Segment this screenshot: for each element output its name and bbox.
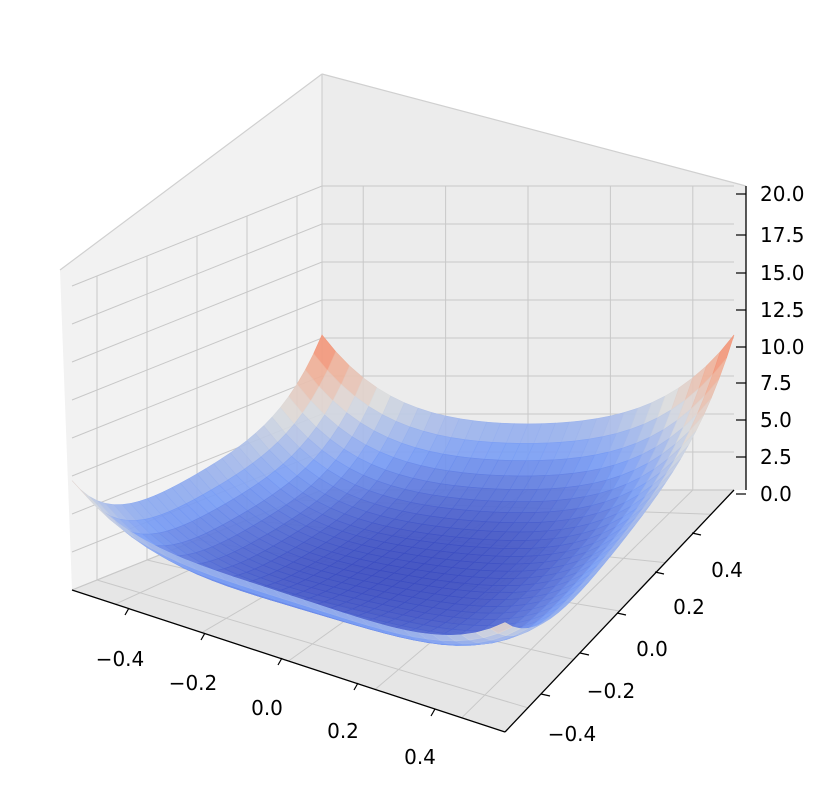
y-tick-mark — [616, 612, 627, 616]
surface — [71, 334, 735, 646]
x-tick-mark — [353, 682, 359, 691]
z-tick-label: 5.0 — [760, 408, 792, 432]
x-tick-label: −0.4 — [96, 647, 145, 671]
z-grid-line — [71, 299, 734, 401]
z-tick-label: 2.5 — [760, 445, 792, 469]
surface-patch — [489, 622, 514, 634]
z-grid-line — [71, 223, 734, 325]
x-tick-label: −0.2 — [169, 671, 218, 695]
z-tick-label: 15.0 — [760, 261, 805, 285]
z-tick-label: 10.0 — [760, 335, 805, 359]
z-grid-line — [71, 185, 734, 287]
x-tick-mark — [277, 657, 283, 666]
y-tick-label: 0.0 — [636, 637, 668, 661]
tick-labels: −0.4−0.20.00.20.4−0.4−0.20.00.20.40.02.5… — [96, 182, 805, 769]
y-tick-label: 0.4 — [711, 558, 743, 582]
z-tick-label: 17.5 — [760, 223, 805, 247]
top-edge-right — [321, 73, 747, 187]
y-tick-mark — [691, 532, 702, 536]
ticks — [124, 193, 746, 717]
x-tick-label: 0.4 — [404, 745, 436, 769]
y-tick-mark — [540, 693, 551, 697]
z-tick-label: 7.5 — [760, 371, 792, 395]
x-tick-mark — [430, 708, 436, 717]
y-axis-line — [504, 489, 735, 733]
x-tick-label: 0.0 — [251, 696, 283, 720]
y-tick-mark — [579, 652, 590, 656]
z-tick-label: 0.0 — [760, 482, 792, 506]
y-tick-label: −0.2 — [587, 679, 636, 703]
y-tick-mark — [654, 571, 665, 575]
x-axis-line — [71, 589, 506, 733]
x-tick-mark — [200, 632, 206, 641]
x-tick-label: 0.2 — [327, 719, 359, 743]
top-edge-left — [59, 73, 323, 271]
z-tick-label: 12.5 — [760, 298, 805, 322]
z-tick-label: 20.0 — [760, 182, 805, 206]
y-tick-label: −0.4 — [548, 722, 597, 746]
x-tick-mark — [124, 607, 130, 616]
y-tick-label: 0.2 — [673, 595, 705, 619]
back-right-pane — [322, 74, 746, 490]
z-grid-line — [71, 261, 734, 363]
